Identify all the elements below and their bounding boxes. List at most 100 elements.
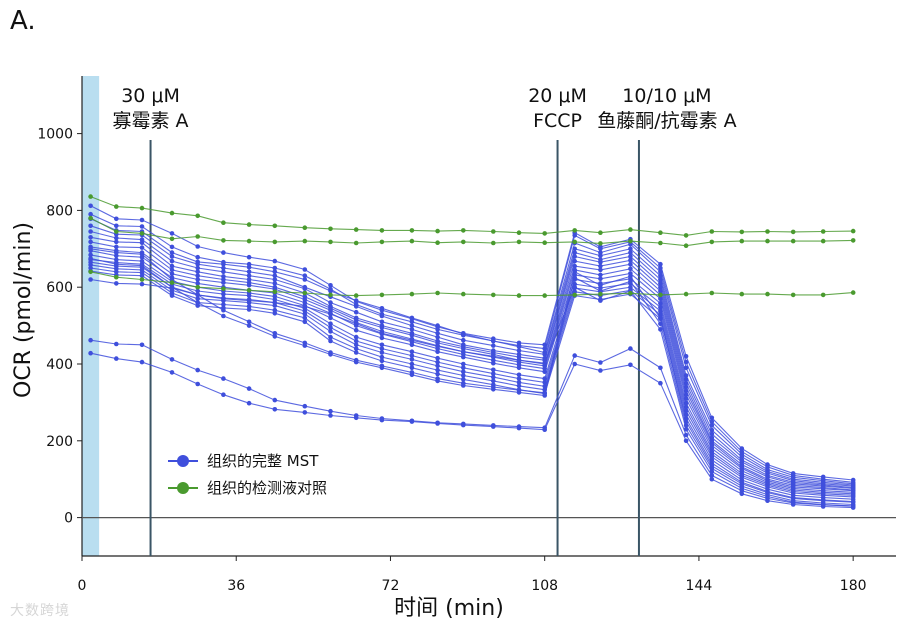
data-point	[221, 280, 226, 285]
data-point	[409, 327, 415, 332]
data-point	[598, 291, 603, 297]
data-point	[491, 387, 496, 392]
data-point	[169, 267, 175, 273]
data-point	[328, 321, 333, 327]
data-point	[658, 365, 663, 371]
data-point	[379, 292, 385, 298]
data-point	[195, 254, 200, 260]
data-point	[272, 334, 278, 339]
data-point	[195, 367, 200, 373]
legend-layer: 组织的完整 MST 组织的检测液对照	[168, 452, 327, 497]
data-point	[658, 261, 663, 267]
data-point	[435, 331, 440, 336]
data-point	[435, 290, 440, 296]
injection-label: FCCP	[533, 110, 582, 132]
data-point	[169, 231, 175, 236]
data-point	[139, 273, 145, 279]
data-point	[820, 238, 826, 244]
data-point	[435, 349, 440, 355]
data-point	[409, 228, 415, 233]
data-point	[850, 505, 856, 510]
data-point	[272, 289, 278, 295]
data-point	[379, 417, 385, 423]
data-point	[628, 291, 633, 296]
data-point	[353, 327, 359, 333]
data-point	[328, 329, 333, 334]
data-point	[353, 309, 359, 315]
data-point	[379, 228, 385, 233]
data-point	[435, 228, 440, 234]
data-point	[379, 358, 385, 364]
data-point	[461, 349, 466, 355]
data-point	[139, 240, 145, 245]
data-point	[195, 234, 200, 239]
data-point	[302, 403, 308, 409]
data-point	[221, 238, 226, 243]
data-point	[114, 235, 119, 241]
data-point	[542, 393, 547, 398]
data-point	[516, 239, 522, 245]
data-point	[765, 229, 770, 234]
data-point	[353, 227, 359, 232]
data-point	[169, 271, 175, 277]
data-point	[542, 427, 547, 433]
data-point	[491, 343, 496, 348]
data-point	[628, 274, 633, 279]
injection-label: 30 μM	[121, 85, 180, 107]
data-point	[139, 342, 145, 348]
data-point	[461, 331, 466, 337]
data-point	[328, 226, 333, 232]
data-point	[461, 422, 466, 428]
data-point	[709, 290, 715, 296]
data-point	[139, 224, 145, 229]
label-layer: 0 200 400 600 800 1000 0 36 72 108 144 180 时间 (min) O…	[11, 85, 867, 621]
data-point	[353, 304, 359, 309]
data-point	[328, 325, 333, 330]
data-point	[139, 251, 145, 257]
data-point	[328, 292, 333, 298]
data-point	[739, 238, 745, 244]
data-point	[409, 357, 415, 362]
data-point	[139, 231, 145, 236]
data-point	[709, 476, 715, 482]
data-point	[628, 362, 633, 368]
data-point	[790, 502, 796, 507]
data-point	[302, 315, 308, 321]
data-point	[683, 438, 689, 444]
data-point	[302, 238, 308, 244]
x-tick-label: 180	[840, 578, 867, 594]
data-point	[435, 355, 440, 361]
data-point	[353, 342, 359, 348]
data-point	[491, 367, 496, 373]
data-point	[328, 334, 333, 340]
data-point	[195, 273, 200, 279]
data-point	[114, 341, 119, 347]
data-point	[88, 337, 93, 343]
data-point	[628, 246, 633, 252]
data-point	[379, 342, 385, 348]
data-point	[435, 363, 440, 369]
data-point	[88, 229, 93, 234]
data-point	[461, 228, 466, 233]
data-point	[353, 240, 359, 246]
data-point	[409, 419, 415, 424]
y-tick-label: 600	[46, 280, 73, 296]
data-point	[658, 327, 663, 332]
data-point	[221, 286, 226, 292]
data-point	[246, 238, 252, 244]
data-point	[353, 338, 359, 344]
data-point	[461, 369, 466, 375]
data-point	[658, 277, 663, 282]
data-point	[328, 413, 333, 418]
data-point	[195, 277, 200, 282]
data-point	[221, 220, 226, 225]
data-point	[272, 281, 278, 286]
data-point	[491, 338, 496, 344]
data-point	[328, 311, 333, 317]
data-point	[195, 381, 200, 387]
data-point	[409, 323, 415, 328]
data-point	[139, 217, 145, 223]
data-point	[169, 293, 175, 298]
data-point	[114, 261, 119, 267]
data-point	[572, 284, 577, 290]
